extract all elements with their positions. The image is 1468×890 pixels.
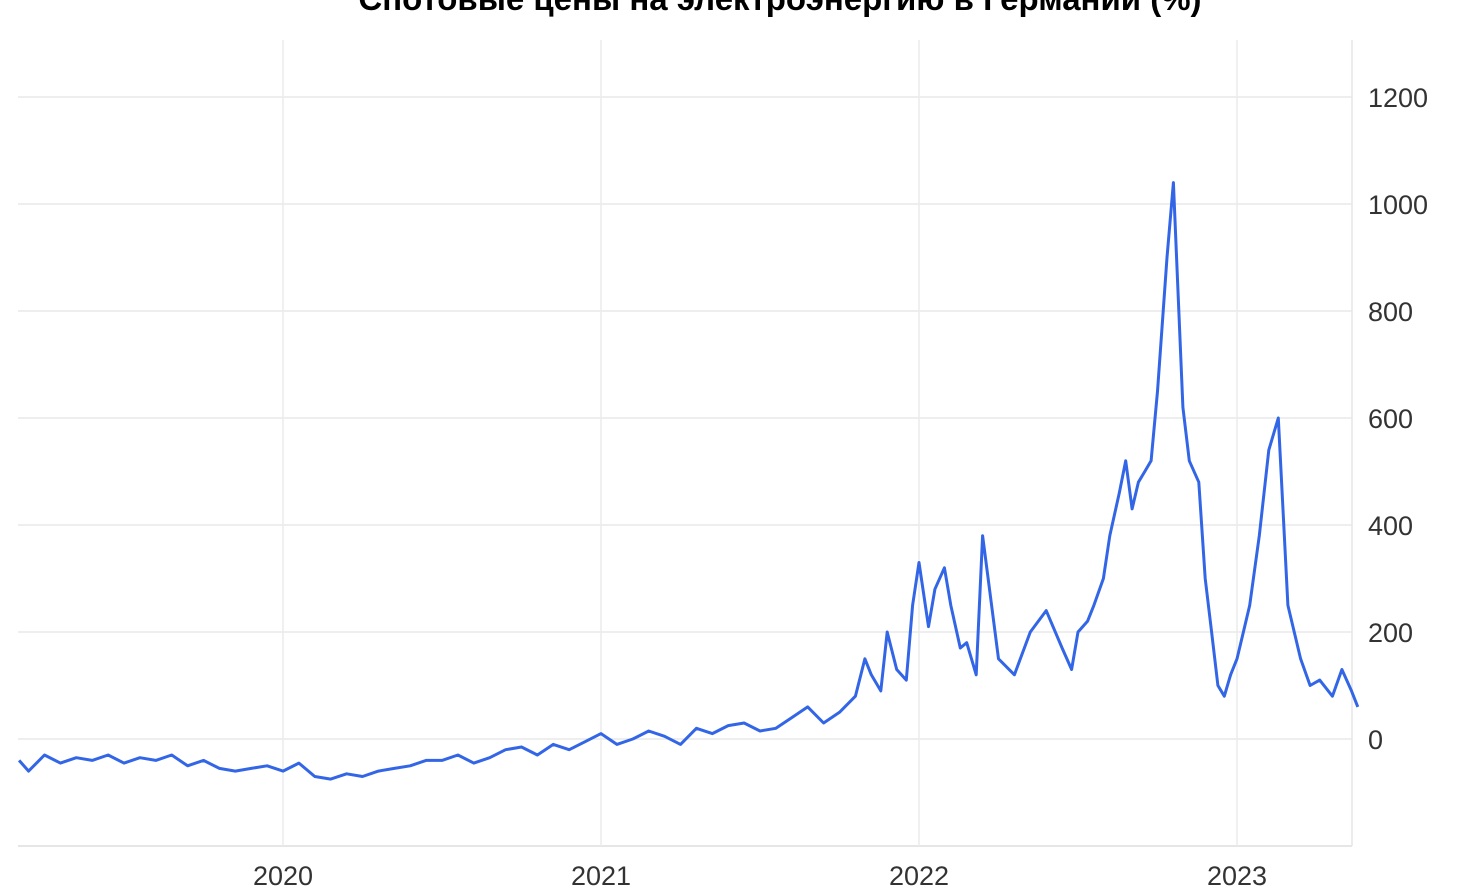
- grid: [18, 40, 1353, 847]
- y-tick-label: 800: [1368, 297, 1413, 327]
- y-tick-label: 400: [1368, 511, 1413, 541]
- x-axis: 2020 2021 2022 2023: [253, 861, 1267, 890]
- chart-title: Спотовые цены на электроэнергию в Герман…: [0, 0, 1468, 18]
- series-layer: [17, 181, 1360, 781]
- x-tick-label: 2021: [571, 861, 631, 890]
- series-line: [17, 181, 1360, 781]
- x-tick-label: 2023: [1207, 861, 1267, 890]
- y-tick-label: 1000: [1368, 190, 1428, 220]
- x-tick-label: 2020: [253, 861, 313, 890]
- y-tick-label: 200: [1368, 618, 1413, 648]
- x-tick-label: 2022: [889, 861, 949, 890]
- y-axis: 0 200 400 600 800 1000 1200: [1368, 83, 1428, 755]
- y-tick-label: 1200: [1368, 83, 1428, 113]
- y-tick-label: 0: [1368, 725, 1383, 755]
- y-tick-label: 600: [1368, 404, 1413, 434]
